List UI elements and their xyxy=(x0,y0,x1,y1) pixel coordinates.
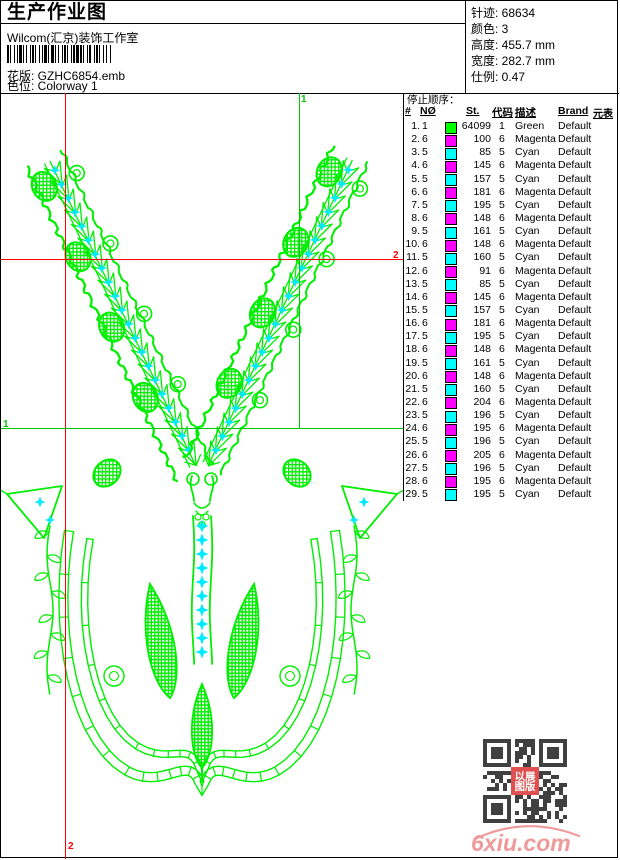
svg-text:6xiu.com: 6xiu.com xyxy=(471,830,571,855)
svg-text:图版: 图版 xyxy=(515,780,536,793)
